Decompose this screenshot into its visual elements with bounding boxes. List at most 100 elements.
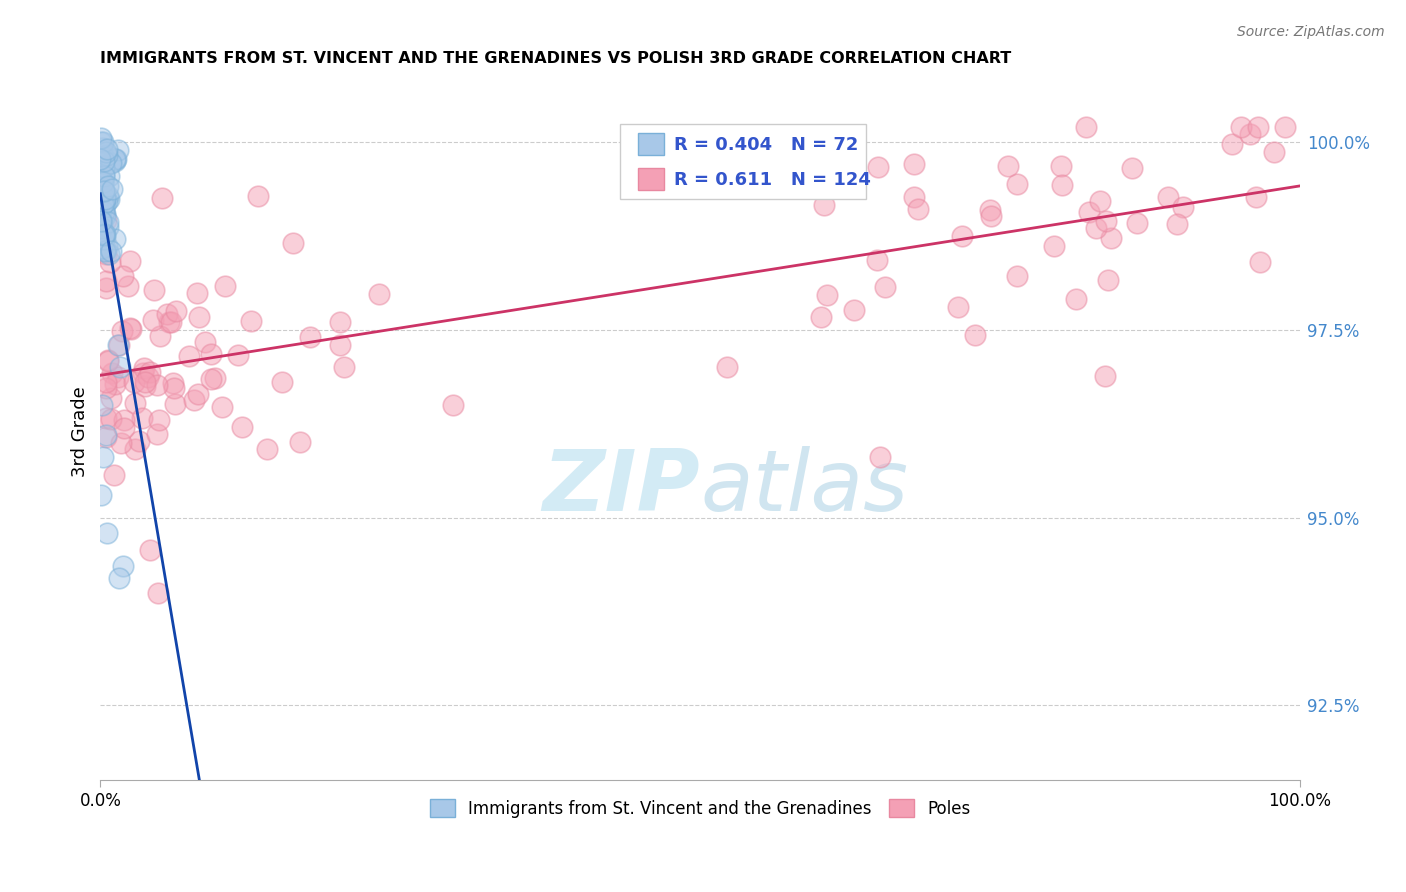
Point (1005, 178, 1028, 192)
Point (194, 335, 217, 350)
Point (1064, 292, 1087, 306)
Point (145, 426, 167, 441)
Point (136, 369, 159, 384)
Point (94, 206, 117, 220)
Point (91, 241, 114, 255)
Point (1077, 205, 1099, 219)
Point (104, 152, 127, 166)
Point (91, 149, 114, 163)
Point (980, 209, 1002, 223)
Point (94, 191, 117, 205)
Point (1050, 159, 1073, 173)
Point (162, 376, 184, 391)
Point (1157, 190, 1180, 204)
Point (1171, 201, 1194, 215)
Point (157, 315, 180, 329)
Point (93, 227, 115, 242)
Point (810, 310, 832, 324)
Point (1094, 369, 1116, 384)
Point (128, 434, 150, 449)
Point (100, 391, 122, 405)
Point (875, 279, 897, 293)
Point (89, 135, 111, 149)
Point (299, 330, 322, 344)
Point (124, 376, 146, 390)
Point (997, 159, 1019, 173)
Point (91, 193, 114, 207)
Text: atlas: atlas (700, 446, 908, 529)
Point (1166, 217, 1188, 231)
Point (979, 202, 1001, 217)
Point (1126, 216, 1149, 230)
Point (93, 159, 115, 173)
Point (96, 375, 118, 389)
Point (367, 287, 389, 301)
Point (93, 227, 115, 242)
Point (188, 310, 211, 324)
Point (111, 325, 134, 339)
Point (89, 152, 111, 166)
Point (950, 229, 973, 244)
Point (866, 252, 889, 267)
Text: R = 0.611   N = 124: R = 0.611 N = 124 (673, 171, 870, 189)
Point (156, 307, 179, 321)
Point (1097, 273, 1119, 287)
Point (93, 153, 115, 168)
Point (200, 372, 222, 386)
Point (90, 141, 112, 155)
Point (1220, 137, 1243, 152)
Point (1095, 214, 1118, 228)
Point (100, 182, 122, 196)
Point (110, 360, 132, 375)
Point (93, 232, 115, 246)
Point (90, 488, 112, 502)
Point (108, 338, 131, 352)
Point (1085, 221, 1108, 235)
Point (118, 253, 141, 268)
Point (91, 135, 114, 149)
Point (211, 400, 233, 414)
Point (94, 192, 117, 206)
Point (163, 381, 186, 395)
Point (108, 571, 131, 585)
Point (166, 304, 188, 318)
Point (214, 278, 236, 293)
Point (96, 246, 118, 260)
Point (1274, 120, 1296, 135)
Point (94, 227, 117, 242)
Point (91, 227, 114, 242)
Point (100, 366, 122, 380)
Point (963, 328, 986, 343)
Point (97, 178, 120, 193)
Point (93, 161, 115, 175)
Point (204, 371, 226, 385)
Point (93, 184, 115, 198)
Point (91, 450, 114, 465)
Point (183, 393, 205, 408)
Y-axis label: 3rd Grade: 3rd Grade (72, 386, 89, 476)
Point (91, 398, 114, 412)
Point (1090, 194, 1112, 208)
Point (96, 381, 118, 395)
Point (134, 379, 156, 393)
Point (91, 175, 114, 189)
Point (120, 321, 142, 335)
Text: IMMIGRANTS FROM ST. VINCENT AND THE GRENADINES VS POLISH 3RD GRADE CORRELATION C: IMMIGRANTS FROM ST. VINCENT AND THE GREN… (100, 51, 1011, 66)
Text: Source: ZipAtlas.com: Source: ZipAtlas.com (1237, 25, 1385, 39)
Point (1050, 178, 1073, 193)
Point (112, 421, 135, 435)
Point (100, 244, 122, 258)
Point (290, 435, 312, 450)
Point (239, 314, 262, 328)
Point (903, 190, 925, 204)
Point (98, 247, 121, 261)
Point (200, 346, 222, 360)
Point (96, 411, 118, 425)
Point (105, 152, 128, 166)
Point (1247, 120, 1270, 135)
Point (97, 215, 120, 229)
Point (160, 315, 183, 329)
Point (96, 525, 118, 540)
Point (90, 220, 112, 235)
Point (132, 366, 155, 380)
